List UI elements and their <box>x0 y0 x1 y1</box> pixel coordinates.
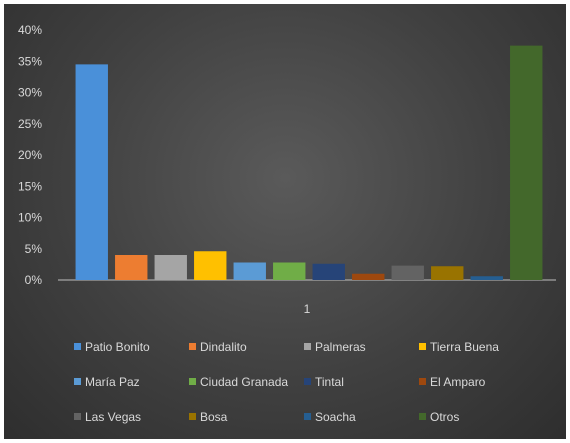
y-tick-label: 40% <box>18 23 42 37</box>
bar-bosa <box>431 266 464 280</box>
legend-label: El Amparo <box>430 375 486 389</box>
legend-swatch <box>419 378 426 385</box>
legend-label: Otros <box>430 410 459 424</box>
legend-swatch <box>74 378 81 385</box>
legend-item: Tierra Buena <box>419 340 499 354</box>
legend-swatch <box>189 343 196 350</box>
legend-swatch <box>189 378 196 385</box>
legend-item: Soacha <box>304 410 356 424</box>
bar-chart: 0% 5% 10% 15% 20% 25% 30% 35% 40% 1 Patio Bonito… <box>18 23 556 424</box>
bar-las-vegas <box>391 265 424 280</box>
bar-ciudad-granada <box>273 262 306 280</box>
legend-item: Otros <box>419 410 459 424</box>
legend-label: María Paz <box>85 375 140 389</box>
bar-mar-a-paz <box>233 262 266 280</box>
legend-item: Bosa <box>189 410 228 424</box>
legend-item: María Paz <box>74 375 140 389</box>
legend-label: Ciudad Granada <box>200 375 288 389</box>
legend-swatch <box>74 413 81 420</box>
y-tick-label: 0% <box>25 273 43 287</box>
bar-tierra-buena <box>194 251 227 280</box>
legend-swatch <box>74 343 81 350</box>
bar-palmeras <box>154 255 187 280</box>
legend-label: Patio Bonito <box>85 340 150 354</box>
y-tick-label: 30% <box>18 86 42 100</box>
legend-item: El Amparo <box>419 375 486 389</box>
category-label: 1 <box>304 302 311 316</box>
chart-area: 0% 5% 10% 15% 20% 25% 30% 35% 40% 1 Patio Bonito… <box>4 4 566 439</box>
legend-swatch <box>419 343 426 350</box>
legend-item: Tintal <box>304 375 344 389</box>
legend-label: Bosa <box>200 410 228 424</box>
y-tick-label: 20% <box>18 148 42 162</box>
legend-swatch <box>304 343 311 350</box>
bar-soacha <box>470 276 503 280</box>
y-tick-label: 25% <box>18 117 42 131</box>
y-tick-label: 5% <box>25 242 43 256</box>
legend-label: Soacha <box>315 410 356 424</box>
legend-item: Las Vegas <box>74 410 141 424</box>
legend-label: Las Vegas <box>85 410 141 424</box>
y-tick-label: 35% <box>18 54 42 68</box>
legend-label: Tierra Buena <box>430 340 499 354</box>
legend-item: Patio Bonito <box>74 340 150 354</box>
legend-swatch <box>419 413 426 420</box>
bar-tintal <box>312 263 345 280</box>
bar-otros <box>510 45 543 280</box>
y-tick-label: 10% <box>18 211 42 225</box>
legend-item: Dindalito <box>189 340 247 354</box>
legend-swatch <box>189 413 196 420</box>
bar-patio-bonito <box>75 64 108 280</box>
legend-item: Palmeras <box>304 340 366 354</box>
y-tick-label: 15% <box>18 179 42 193</box>
legend-swatch <box>304 378 311 385</box>
bar-el-amparo <box>352 273 385 280</box>
legend-item: Ciudad Granada <box>189 375 288 389</box>
bar-dindalito <box>115 255 148 280</box>
legend-swatch <box>304 413 311 420</box>
legend-label: Palmeras <box>315 340 366 354</box>
legend-label: Tintal <box>315 375 344 389</box>
legend-label: Dindalito <box>200 340 247 354</box>
